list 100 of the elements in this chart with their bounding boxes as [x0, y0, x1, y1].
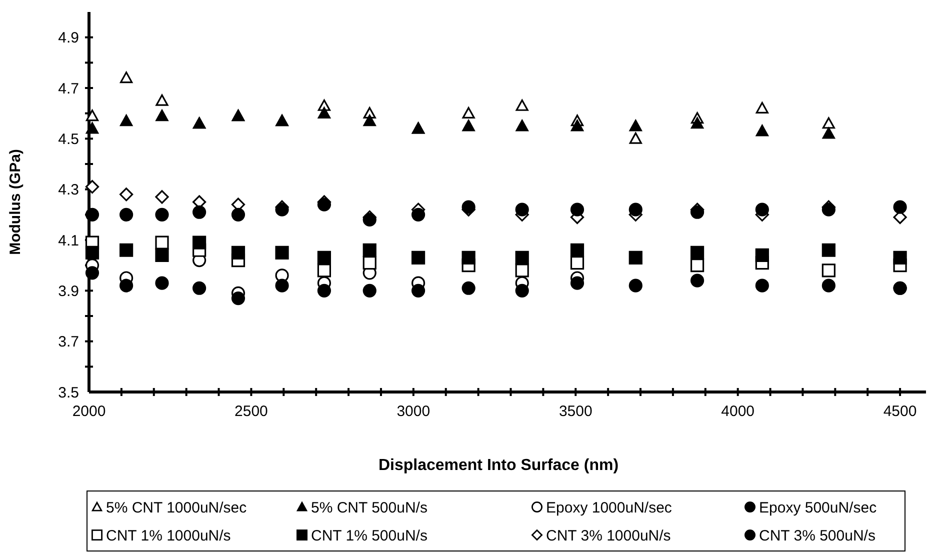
- point: [156, 94, 168, 106]
- point: [515, 250, 529, 265]
- point: [120, 243, 134, 257]
- point: [120, 278, 134, 292]
- point: [120, 208, 134, 222]
- point: [85, 180, 100, 194]
- point: [893, 250, 907, 265]
- point: [893, 200, 907, 214]
- x-tick-label: 4500: [883, 403, 917, 420]
- point: [690, 117, 704, 129]
- point: [120, 72, 133, 84]
- point: [156, 110, 168, 122]
- point: [628, 250, 642, 265]
- point: [690, 246, 704, 260]
- point: [755, 278, 769, 292]
- y-tick-label: 3.9: [58, 282, 79, 300]
- point: [822, 264, 836, 278]
- point: [85, 246, 100, 260]
- point: [628, 278, 642, 292]
- point: [362, 284, 376, 298]
- point: [629, 120, 642, 132]
- point: [462, 107, 475, 119]
- point: [756, 124, 768, 136]
- point: [690, 258, 704, 272]
- point: [317, 264, 332, 278]
- x-tick-label: 3000: [396, 403, 430, 420]
- point: [155, 190, 169, 204]
- point: [317, 198, 332, 212]
- point: [822, 117, 835, 129]
- point: [570, 243, 584, 257]
- y-tick-label: 3.7: [58, 334, 79, 351]
- point: [755, 202, 769, 216]
- point: [462, 250, 476, 265]
- y-tick-label: 4.3: [58, 182, 79, 199]
- point: [462, 200, 476, 214]
- point: [515, 202, 529, 216]
- point: [822, 243, 836, 257]
- legend-label: Epoxy 1000uN/sec: [546, 499, 672, 516]
- legend-label: CNT 3% 1000uN/s: [546, 527, 671, 544]
- point: [120, 114, 133, 126]
- point: [155, 208, 169, 222]
- y-tick-label: 3.5: [58, 384, 79, 402]
- point: [462, 281, 476, 295]
- point: [318, 107, 331, 119]
- point: [515, 264, 529, 278]
- point: [86, 110, 99, 122]
- point: [822, 127, 835, 139]
- point: [516, 99, 528, 111]
- point: [411, 284, 426, 298]
- point: [570, 276, 584, 290]
- point: [192, 236, 206, 250]
- point: [822, 202, 836, 216]
- point: [362, 256, 376, 270]
- point: [85, 266, 100, 280]
- point: [231, 291, 246, 306]
- point: [85, 208, 100, 222]
- legend-label: CNT 3% 500uN/s: [759, 527, 876, 544]
- x-tick-label: 4000: [721, 403, 755, 420]
- point: [155, 236, 169, 250]
- point: [155, 248, 169, 262]
- point: [363, 114, 376, 126]
- point: [516, 120, 528, 132]
- point: [275, 278, 289, 292]
- point: [411, 208, 426, 222]
- point: [317, 250, 332, 265]
- point: [411, 250, 426, 265]
- x-tick-label: 2000: [72, 403, 106, 420]
- point: [629, 132, 642, 144]
- y-tick-label: 4.9: [58, 30, 79, 47]
- point: [515, 284, 529, 298]
- y-axis-title: Modulus (GPa): [7, 149, 24, 255]
- x-tick-label: 2500: [234, 403, 268, 420]
- point: [570, 202, 584, 216]
- x-axis-title: Displacement Into Surface (nm): [378, 457, 619, 474]
- point: [570, 120, 584, 132]
- point: [462, 120, 475, 132]
- point: [192, 205, 206, 219]
- legend-label: 5% CNT 500uN/s: [311, 499, 428, 516]
- legend-label: CNT 1% 1000uN/s: [106, 527, 231, 544]
- point: [120, 188, 134, 202]
- point: [155, 276, 169, 290]
- x-tick-label: 3500: [558, 403, 592, 420]
- y-tick-label: 4.7: [58, 80, 79, 98]
- point: [317, 284, 332, 298]
- point: [362, 212, 376, 227]
- point: [756, 102, 768, 114]
- point: [755, 248, 769, 262]
- point: [192, 281, 206, 295]
- point: [822, 278, 836, 292]
- point: [231, 246, 246, 260]
- y-tick-label: 4.1: [58, 232, 79, 250]
- y-tick-label: 4.5: [58, 130, 79, 148]
- point: [231, 208, 246, 222]
- point: [275, 246, 289, 260]
- point: [690, 205, 704, 219]
- point: [86, 122, 99, 134]
- point: [275, 202, 289, 216]
- point: [628, 202, 642, 216]
- legend-label: 5% CNT 1000uN/sec: [106, 499, 248, 516]
- legend-label: Epoxy 500uN/sec: [759, 499, 878, 516]
